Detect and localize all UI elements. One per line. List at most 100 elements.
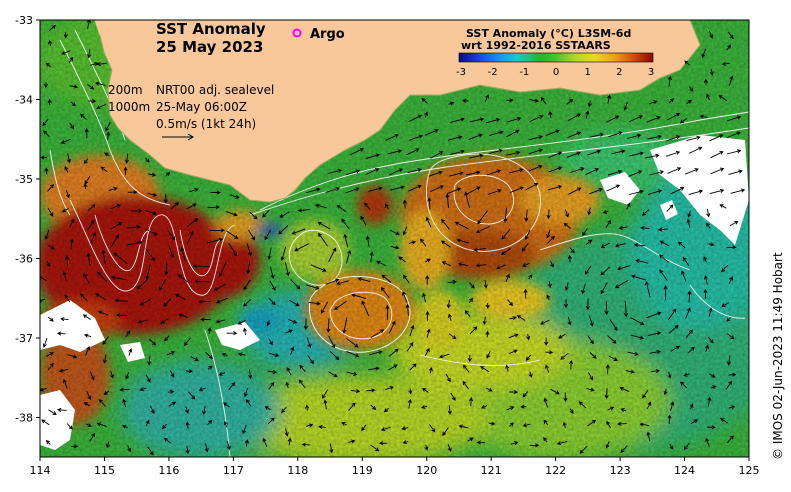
current-vector-arrow [47, 183, 55, 192]
current-vector-arrow [669, 444, 674, 450]
current-vector-arrow [614, 243, 626, 248]
current-vector-arrow [480, 366, 490, 373]
current-vector-arrow [485, 387, 493, 392]
current-vector-arrow [710, 167, 725, 175]
current-vector-arrow [635, 258, 649, 264]
current-vector-arrow [246, 243, 252, 257]
current-vector-arrow [447, 405, 452, 415]
current-vector-arrow [325, 278, 340, 285]
current-vector-arrow [48, 409, 57, 415]
current-vector-arrow [718, 94, 728, 102]
current-vector-arrow [207, 327, 212, 335]
current-vector-arrow [679, 118, 688, 124]
current-vector-arrow [644, 153, 660, 159]
current-vector-arrow [488, 421, 496, 426]
current-vector-arrow [727, 31, 734, 40]
current-vector-arrow [467, 186, 481, 195]
current-vector-arrow [642, 389, 649, 399]
current-vector-arrow [488, 148, 504, 155]
current-vector-arrow [194, 279, 210, 284]
current-vector-arrow [398, 256, 406, 263]
current-vector-arrow [44, 167, 49, 175]
current-vector-arrow [357, 277, 371, 283]
current-vector-arrow [350, 147, 365, 156]
current-vector-arrow [623, 300, 629, 318]
current-vector-arrow [528, 135, 543, 141]
current-vector-arrow [67, 354, 78, 359]
current-vector-arrow [225, 210, 238, 217]
current-vector-arrow [106, 131, 111, 140]
current-vector-arrow [139, 299, 151, 306]
current-vector-arrow [269, 266, 275, 280]
current-vector-arrow [726, 245, 737, 250]
current-vector-arrow [547, 184, 563, 191]
current-vector-arrow [685, 307, 691, 319]
current-vector-arrow [447, 187, 462, 195]
current-vector-arrow [268, 352, 280, 358]
x-tick-label: 125 [739, 464, 760, 477]
current-vector-arrow [620, 408, 627, 412]
current-vector-arrow [548, 110, 553, 119]
current-vector-arrow [447, 444, 452, 452]
current-vector-arrow [626, 202, 631, 210]
current-vector-arrow [82, 314, 91, 320]
current-vector-arrow [136, 279, 149, 290]
time-label: 25-May 06:00Z [156, 100, 247, 114]
current-vector-arrow [529, 98, 539, 103]
current-vector-arrow [87, 204, 96, 212]
current-vector-arrow [248, 369, 253, 380]
current-vector-arrow [464, 191, 470, 208]
current-vector-arrow [61, 50, 71, 55]
current-vector-arrow [666, 112, 681, 121]
current-vector-arrow [607, 169, 623, 176]
current-vector-arrow [506, 116, 522, 123]
current-vector-arrow [482, 316, 487, 326]
current-vector-arrow [686, 218, 691, 228]
current-vector-arrow [719, 204, 727, 209]
current-vector-arrow [647, 189, 663, 196]
current-vector-arrow [545, 364, 550, 373]
x-axis: 114 115 116 117 118 119 120 121 122 123 124 125 [30, 457, 760, 477]
current-vector-arrow [110, 234, 120, 248]
current-vector-arrow [422, 387, 429, 393]
current-vector-arrow [370, 404, 377, 411]
current-vector-arrow [49, 24, 56, 31]
current-vector-arrow [442, 427, 449, 436]
current-vector-arrow [408, 114, 423, 123]
current-vector-arrow [522, 423, 531, 428]
current-vector-arrow [306, 187, 321, 194]
current-vector-arrow [189, 187, 199, 193]
current-vector-arrow [528, 371, 533, 378]
current-vector-arrow [663, 388, 668, 396]
current-vector-arrow [57, 407, 67, 412]
current-vector-arrow [567, 254, 572, 263]
current-vector-arrow [209, 228, 225, 233]
current-vector-arrow [579, 445, 588, 454]
current-vector-arrow [317, 221, 331, 230]
colorbar-tick-label: 1 [584, 67, 590, 78]
current-vector-arrow [262, 209, 270, 218]
current-vector-arrow [728, 75, 734, 86]
current-vector-arrow [626, 133, 642, 139]
current-vector-arrow [45, 440, 51, 445]
current-vector-arrow [69, 84, 79, 89]
current-vectors [40, 20, 746, 456]
current-vector-arrow [40, 275, 47, 282]
current-vector-arrow [448, 333, 457, 340]
current-vector-arrow [213, 283, 227, 291]
current-vector-arrow [269, 280, 276, 292]
current-vector-arrow [525, 183, 539, 191]
current-vector-arrow [666, 204, 674, 212]
current-vector-arrow [121, 424, 128, 429]
current-vector-arrow [170, 202, 180, 210]
current-vector-arrow [473, 247, 487, 252]
current-vector-arrow [721, 302, 729, 307]
current-vector-arrow [328, 247, 337, 263]
current-vector-arrow [430, 151, 444, 159]
current-vector-arrow [215, 297, 228, 304]
current-vector-arrow [147, 192, 158, 197]
current-vector-arrow [528, 274, 533, 280]
current-vector-arrow [405, 303, 410, 316]
current-vector-arrow [605, 219, 612, 229]
current-vector-arrow [587, 335, 594, 345]
